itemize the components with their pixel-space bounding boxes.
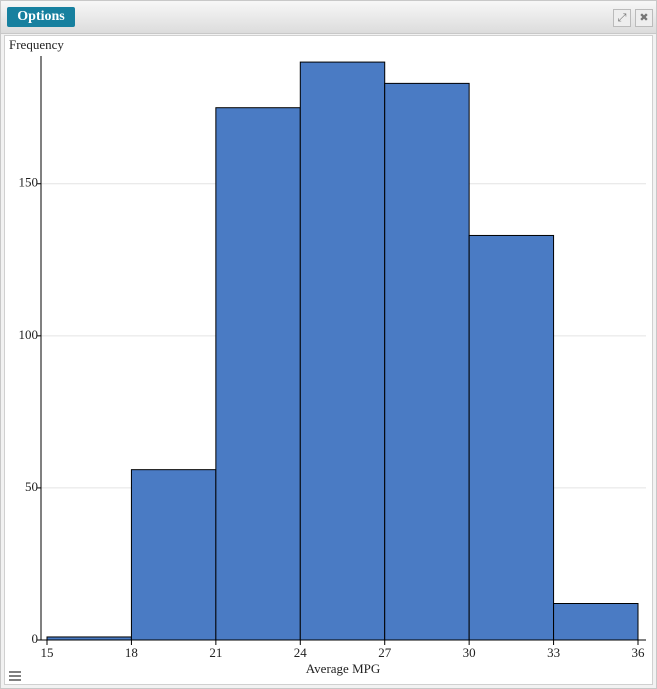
y-tick-label: 150 xyxy=(19,175,39,190)
y-tick-label: 100 xyxy=(19,327,39,342)
bar xyxy=(553,603,639,641)
y-tick-label: 50 xyxy=(25,479,38,494)
x-tick-label: 27 xyxy=(378,645,392,660)
x-tick-label: 36 xyxy=(632,645,646,660)
x-tick-label: 30 xyxy=(463,645,476,660)
bar xyxy=(468,234,555,641)
x-axis-label: Average MPG xyxy=(306,661,381,676)
x-tick-label: 33 xyxy=(547,645,560,660)
chart: Frequency Average MPG 0 50 100 150 15 18 21 24 2… xyxy=(4,35,653,685)
bar xyxy=(384,82,470,641)
bar xyxy=(130,469,217,641)
menu-icon[interactable] xyxy=(9,671,21,681)
maximize-button[interactable]: ⤢ xyxy=(613,9,631,27)
bar xyxy=(299,61,386,641)
y-axis-label: Frequency xyxy=(9,37,64,52)
title-bar: Options ⤢ ✖ xyxy=(1,1,656,34)
x-tick-label: 21 xyxy=(209,645,222,660)
bar xyxy=(215,107,301,641)
close-button[interactable]: ✖ xyxy=(635,9,653,27)
y-tick-label: 0 xyxy=(32,631,39,646)
x-tick-label: 15 xyxy=(41,645,54,660)
options-button[interactable]: Options xyxy=(7,7,75,27)
x-tick-label: 18 xyxy=(125,645,138,660)
x-tick-label: 24 xyxy=(294,645,308,660)
